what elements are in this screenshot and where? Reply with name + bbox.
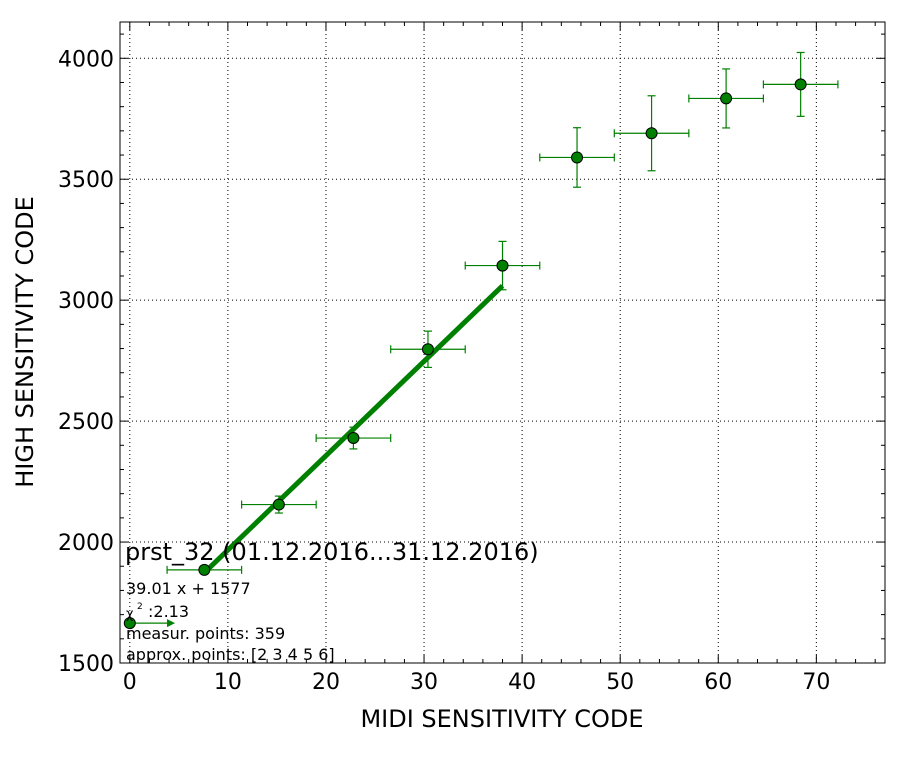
x-tick-label: 20 (312, 670, 340, 695)
y-tick-label: 3000 (58, 289, 114, 314)
y-tick-label: 1500 (58, 652, 114, 677)
x-tick-label: 50 (606, 670, 634, 695)
data-point (645, 127, 658, 140)
y-tick-label: 4000 (58, 47, 114, 72)
data-point (571, 151, 584, 164)
y-tick-label: 2000 (58, 531, 114, 556)
x-tick-label: 10 (214, 670, 242, 695)
x-axis-label: MIDI SENSITIVITY CODE (360, 705, 643, 733)
x-tick-label: 40 (508, 670, 536, 695)
data-point (421, 343, 434, 356)
fit-equation: 39.01 x + 1577 (126, 579, 251, 598)
measurement-points: measur. points: 359 (126, 624, 285, 643)
chi-superscript: 2 (137, 602, 143, 612)
plot-frame (119, 21, 886, 664)
data-point (123, 617, 136, 630)
grid (120, 22, 885, 664)
chi-squared-value: :2.13 (148, 602, 189, 621)
data-points (123, 78, 807, 630)
x-tick-label: 60 (704, 670, 732, 695)
data-point (496, 259, 509, 272)
data-point (272, 498, 285, 511)
y-tick-labels: 1500 2000 2500 3000 3500 4000 (58, 47, 114, 677)
x-tick-label: 30 (410, 670, 438, 695)
data-point (198, 563, 211, 576)
y-tick-label: 2500 (58, 410, 114, 435)
arrow-head (167, 619, 176, 628)
data-point (347, 432, 360, 445)
x-tick-label: 70 (802, 670, 830, 695)
chi-symbol: χ (126, 607, 134, 622)
y-tick-label: 3500 (58, 168, 114, 193)
data-point (794, 78, 807, 91)
approx-points: approx. points: [2 3 4 5 6] (126, 645, 335, 664)
plot-background (120, 22, 885, 663)
data-point (720, 92, 733, 105)
y-axis-label: HIGH SENSITIVITY CODE (11, 196, 39, 488)
x-tick-label: 0 (123, 670, 137, 695)
axis-ticks (120, 22, 885, 664)
x-tick-labels: 0 10 20 30 40 50 60 70 (123, 670, 831, 695)
chart-title: prst_32 (01.12.2016...31.12.2016) (125, 538, 539, 566)
